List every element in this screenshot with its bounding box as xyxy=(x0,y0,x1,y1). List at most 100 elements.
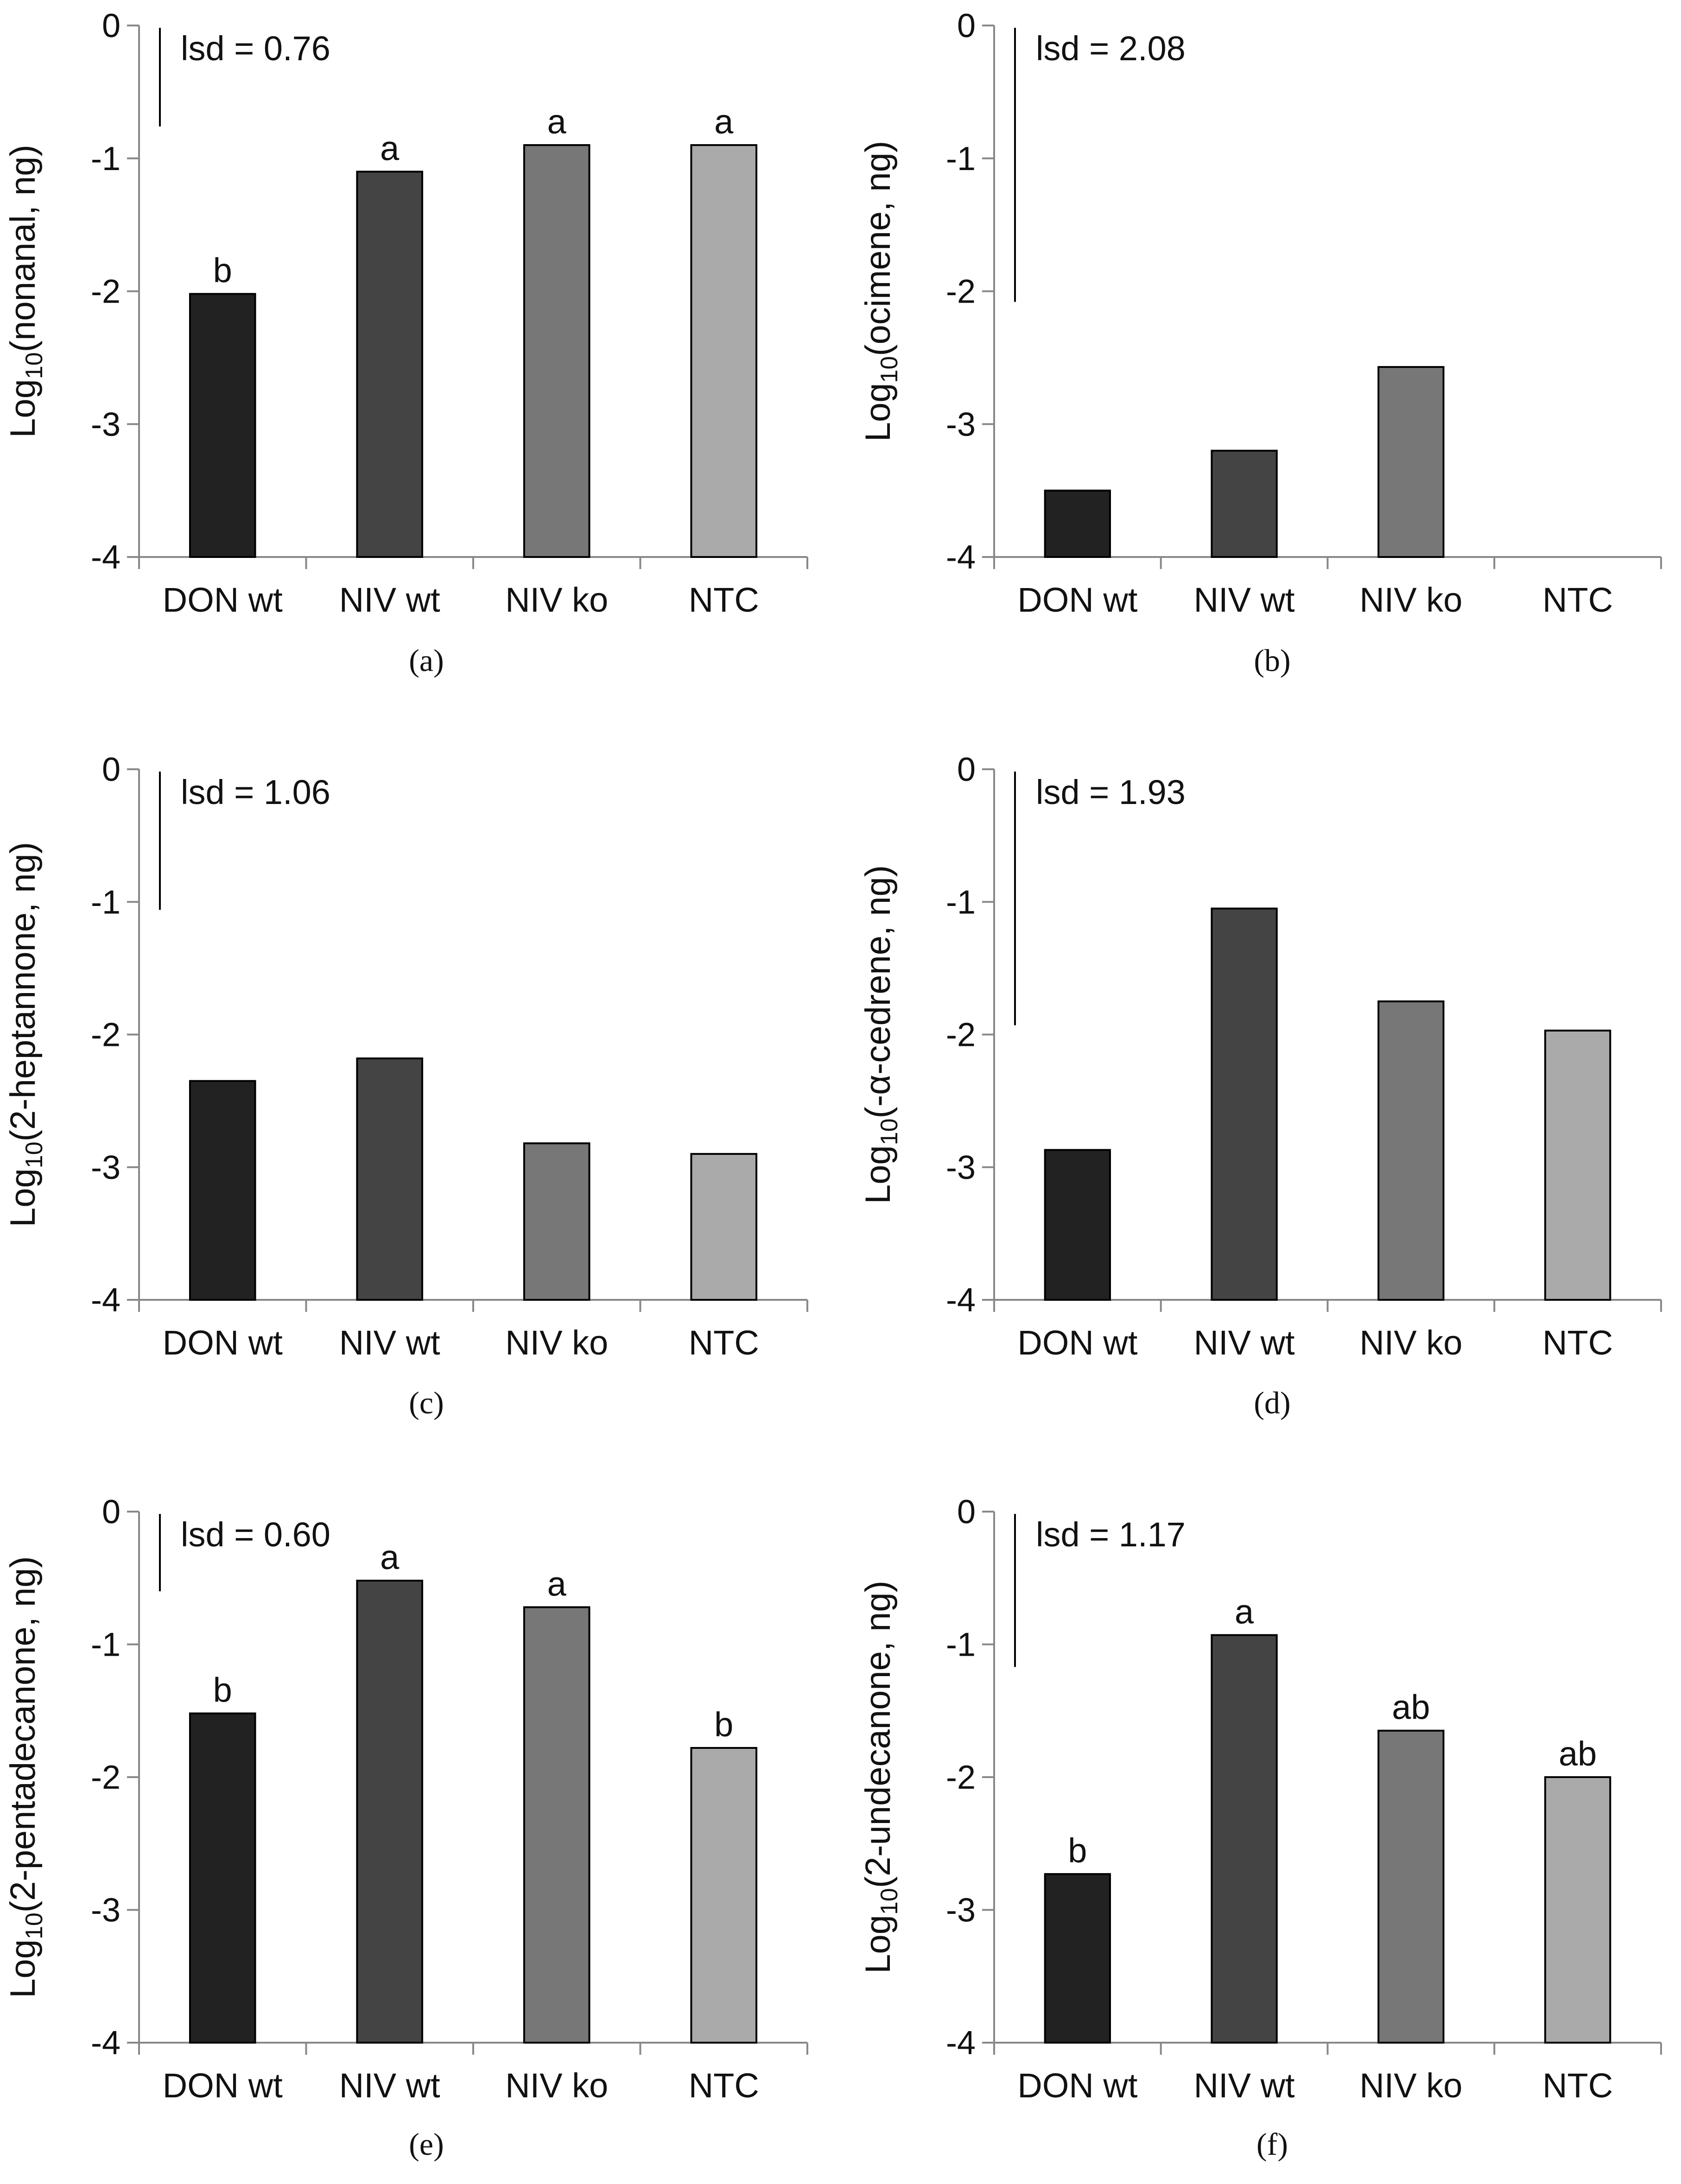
bar-niv-ko xyxy=(523,144,590,558)
y-tick-label: -1 xyxy=(91,140,121,177)
x-category-label: NTC xyxy=(689,1323,759,1362)
y-tick-label: 0 xyxy=(957,1494,976,1531)
x-category-label: DON wt xyxy=(1017,1323,1137,1362)
x-category-label: NTC xyxy=(689,581,759,619)
bar-niv-wt xyxy=(1211,1634,1278,2044)
x-category-label: NIV ko xyxy=(505,2066,608,2105)
y-tick-label: -4 xyxy=(91,2025,121,2062)
lsd-label: lsd = 1.17 xyxy=(1036,1515,1186,1554)
y-tick-label: -4 xyxy=(91,539,121,576)
y-tick-label: 0 xyxy=(957,7,976,44)
x-category-label: NIV wt xyxy=(1194,1323,1295,1362)
significance-letter: b xyxy=(714,1705,733,1744)
x-category-label: NIV ko xyxy=(1359,1323,1462,1362)
y-tick-label: -1 xyxy=(946,1627,976,1664)
x-category-label: NTC xyxy=(1542,581,1613,619)
lsd-label: lsd = 0.60 xyxy=(181,1515,330,1554)
y-tick-label: -2 xyxy=(946,273,976,310)
x-category-label: NIV wt xyxy=(1194,581,1295,619)
y-tick-label: -1 xyxy=(91,1627,121,1664)
y-tick-label: -4 xyxy=(946,539,976,576)
x-category-label: NIV ko xyxy=(505,581,608,619)
bar-niv-wt xyxy=(356,1579,424,2044)
y-axis-label: Log10(2-heptannone, ng) xyxy=(3,842,48,1227)
y-tick-label: -3 xyxy=(91,1149,121,1186)
y-tick-label: 0 xyxy=(102,7,121,44)
y-tick-label: -2 xyxy=(91,1759,121,1796)
x-category-label: NTC xyxy=(689,2066,759,2105)
bar-ntc xyxy=(1544,1776,1611,2044)
y-tick-label: -2 xyxy=(91,1017,121,1054)
lsd-label: lsd = 1.06 xyxy=(181,773,330,811)
bar-ntc xyxy=(690,1153,758,1301)
y-tick-label: -4 xyxy=(946,2025,976,2062)
panel-caption: (c) xyxy=(409,1385,444,1420)
significance-letter: a xyxy=(547,1564,567,1603)
significance-letter: ab xyxy=(1392,1688,1430,1727)
y-axis-label: Log10(nonanal, ng) xyxy=(3,145,48,438)
y-axis-label: Log10(-α-cedrene, ng) xyxy=(858,865,903,1204)
x-category-label: DON wt xyxy=(163,581,283,619)
x-category-label: NIV ko xyxy=(505,1323,608,1362)
bar-niv-ko xyxy=(523,1606,590,2044)
y-tick-label: -3 xyxy=(91,406,121,443)
x-category-label: NIV ko xyxy=(1359,2066,1462,2105)
significance-letter: a xyxy=(714,102,734,141)
y-tick-label: -3 xyxy=(946,1892,976,1929)
y-tick-label: -3 xyxy=(91,1892,121,1929)
lsd-label: lsd = 2.08 xyxy=(1036,29,1186,68)
y-tick-label: -2 xyxy=(91,273,121,310)
significance-letter: b xyxy=(213,251,232,290)
bar-niv-ko xyxy=(523,1142,590,1301)
bar-don-wt xyxy=(189,293,256,558)
panel-caption: (e) xyxy=(409,2127,444,2162)
y-tick-label: -1 xyxy=(91,884,121,921)
bar-don-wt xyxy=(1044,489,1111,558)
panel-caption: (b) xyxy=(1254,643,1290,678)
x-category-label: NIV wt xyxy=(339,1323,440,1362)
y-tick-label: 0 xyxy=(102,751,121,788)
x-category-label: NIV wt xyxy=(339,2066,440,2105)
bar-ntc xyxy=(1544,1029,1611,1301)
significance-letter: ab xyxy=(1559,1735,1597,1773)
bar-don-wt xyxy=(1044,1873,1111,2044)
significance-letter: a xyxy=(380,129,400,167)
y-tick-label: -3 xyxy=(946,1149,976,1186)
panel-caption: (a) xyxy=(409,643,444,678)
y-tick-label: -1 xyxy=(946,884,976,921)
bar-ntc xyxy=(690,144,758,558)
y-axis-label: Log10(ocimene, ng) xyxy=(858,141,903,442)
x-category-label: DON wt xyxy=(1017,2066,1137,2105)
y-axis-label: Log10(2-pentadecanone, ng) xyxy=(3,1556,48,1998)
bar-niv-wt xyxy=(1211,907,1278,1301)
chart-panel-b: 0 -1 -2 -3 -4 DON wt NIV wt NIV ko NTC lsd = 2.08… xyxy=(858,7,1662,678)
y-tick-label: -4 xyxy=(91,1282,121,1319)
y-tick-label: -2 xyxy=(946,1759,976,1796)
x-category-label: DON wt xyxy=(163,1323,283,1362)
bar-niv-ko xyxy=(1377,1000,1445,1301)
chart-panel-c: 0 -1 -2 -3 -4 DON wt NIV wt NIV ko NTC lsd = 1.06… xyxy=(3,751,808,1420)
significance-letter: a xyxy=(380,1538,400,1576)
bar-niv-wt xyxy=(356,171,424,558)
bar-niv-ko xyxy=(1377,1729,1445,2044)
chart-panel-f: 0 -1 -2 -3 -4 DON wt NIV wt NIV ko NTC b a ab ab lsd … xyxy=(858,1494,1662,2162)
bar-niv-ko xyxy=(1377,366,1445,558)
y-tick-label: -2 xyxy=(946,1017,976,1054)
chart-panel-d: 0 -1 -2 -3 -4 DON wt NIV wt NIV ko NTC lsd = 1.93… xyxy=(858,751,1662,1420)
bar-ntc xyxy=(690,1747,758,2044)
bar-niv-wt xyxy=(356,1057,424,1301)
y-tick-label: 0 xyxy=(957,751,976,788)
significance-letter: b xyxy=(1068,1831,1087,1870)
bar-don-wt xyxy=(189,1080,256,1301)
chart-panel-e: 0 -1 -2 -3 -4 DON wt NIV wt NIV ko NTC b a a b lsd = … xyxy=(3,1494,808,2162)
bar-niv-wt xyxy=(1211,449,1278,558)
significance-letter: a xyxy=(1235,1592,1254,1631)
y-tick-label: -3 xyxy=(946,406,976,443)
x-category-label: NIV wt xyxy=(339,581,440,619)
y-tick-label: 0 xyxy=(102,1494,121,1531)
bar-don-wt xyxy=(189,1712,256,2044)
x-category-label: NIV wt xyxy=(1194,2066,1295,2105)
panel-caption: (f) xyxy=(1256,2127,1288,2162)
x-category-label: DON wt xyxy=(163,2066,283,2105)
